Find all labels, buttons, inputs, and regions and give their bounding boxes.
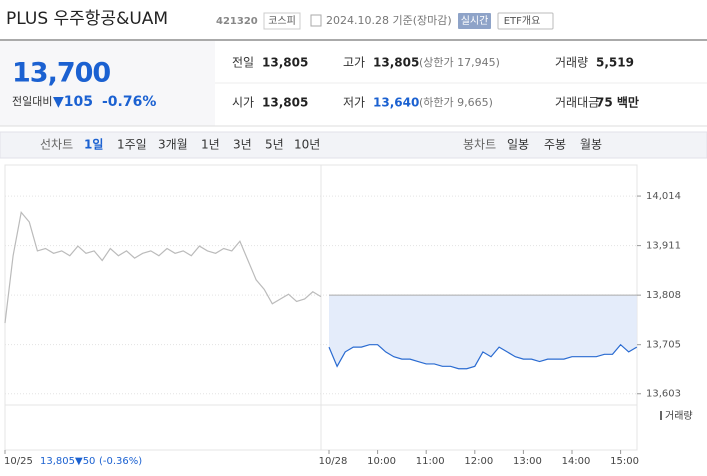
tab-label: 선차트 bbox=[40, 138, 73, 152]
volume-legend-icon bbox=[660, 411, 662, 420]
x-tick-label: 12:00 bbox=[464, 456, 493, 467]
period-tab[interactable]: 1년 bbox=[201, 138, 220, 152]
summary-value: 5,519 bbox=[596, 56, 634, 70]
candle-tab[interactable]: 주봉 bbox=[544, 138, 566, 152]
y-tick-label: 13,808 bbox=[646, 290, 681, 301]
summary-value: 13,805 bbox=[262, 56, 308, 70]
area bbox=[329, 295, 637, 369]
summary-label: 거래대금 bbox=[555, 96, 599, 110]
y-tick-label: 13,705 bbox=[646, 340, 681, 351]
x-tick-label: 14:00 bbox=[562, 456, 591, 467]
summary-value: 13,640 bbox=[373, 96, 419, 110]
date: 2024.10.28 기준(장마감) bbox=[326, 14, 452, 27]
tab-bar bbox=[0, 131, 707, 159]
x-tick-label: 13:00 bbox=[513, 456, 542, 467]
period-tab[interactable]: 5년 bbox=[265, 138, 284, 152]
summary-value: 13,805 bbox=[262, 96, 308, 110]
summary-label: 전일 bbox=[232, 56, 254, 70]
code: 421320 bbox=[216, 16, 258, 27]
x-tick-label: 10/25 bbox=[4, 456, 33, 467]
summary-value: 13,805 bbox=[373, 56, 419, 70]
market-badge bbox=[263, 12, 301, 30]
change-rate: -0.76% bbox=[102, 94, 156, 110]
prev-rate: (-0.36%) bbox=[99, 456, 142, 467]
candle-tab[interactable]: 일봉 bbox=[507, 138, 529, 152]
summary-label: 거래량 bbox=[555, 56, 588, 70]
y-tick-label: 13,603 bbox=[646, 389, 681, 400]
summary-label: 고가 bbox=[343, 56, 365, 70]
calendar-icon bbox=[310, 14, 322, 27]
market: 코스피 bbox=[268, 15, 296, 27]
realtime[interactable]: 실시간 bbox=[461, 15, 489, 27]
x-tick-label: 15:00 bbox=[610, 456, 639, 467]
change-label: 전일대비 bbox=[12, 94, 52, 108]
x-tick-label: 10/28 bbox=[319, 456, 348, 467]
x-tick-label: 10:00 bbox=[367, 456, 396, 467]
price-line bbox=[4, 211, 322, 324]
y-tick-label: 14,014 bbox=[646, 191, 681, 202]
price: 13,700 bbox=[12, 58, 110, 89]
overview-button[interactable] bbox=[497, 12, 554, 30]
period-tab[interactable]: 3개월 bbox=[158, 138, 188, 152]
summary-label: 저가 bbox=[343, 96, 365, 110]
prev-change: ▼50 bbox=[75, 456, 95, 467]
period-tab[interactable]: 1일 bbox=[84, 138, 103, 152]
summary-value: 75 백만 bbox=[596, 95, 639, 110]
title: PLUS 우주항공&UAM bbox=[6, 9, 168, 29]
prev-close: 13,805 bbox=[40, 456, 75, 467]
volume-label: 거래량 bbox=[665, 410, 693, 422]
realtime-button[interactable] bbox=[458, 13, 491, 29]
period-tab[interactable]: 3년 bbox=[233, 138, 252, 152]
price-panel bbox=[0, 41, 215, 126]
candle-tab[interactable]: 월봉 bbox=[580, 138, 602, 152]
summary-note: (상한가 17,945) bbox=[419, 56, 500, 69]
tab-label: 봉차트 bbox=[463, 138, 496, 152]
summary-label: 시가 bbox=[232, 96, 254, 110]
x-tick-label: 11:00 bbox=[416, 456, 445, 467]
overview[interactable]: ETF개요 bbox=[504, 15, 541, 27]
y-tick-label: 13,911 bbox=[646, 241, 681, 252]
period-tab[interactable]: 1주일 bbox=[117, 138, 147, 152]
change: ▼105 bbox=[53, 94, 93, 110]
price-line bbox=[328, 343, 638, 370]
summary-note: (하한가 9,665) bbox=[419, 95, 493, 109]
period-tab[interactable]: 10년 bbox=[294, 138, 320, 152]
